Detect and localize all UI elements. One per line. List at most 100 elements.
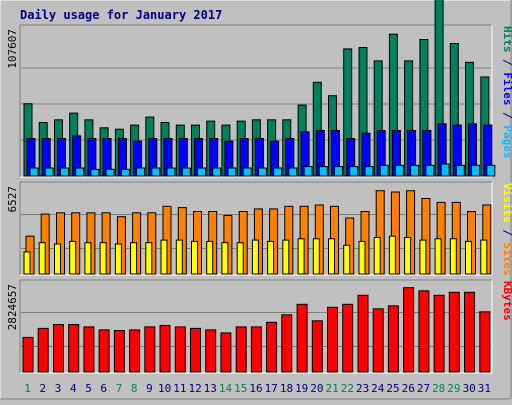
- x-tick-label-day-26: 26: [402, 382, 415, 395]
- bar-pages-day-30: [471, 164, 480, 177]
- bar-sites-day-20: [312, 238, 320, 275]
- series-label-hits: Hits: [501, 26, 512, 53]
- bar-pages-day-27: [425, 164, 435, 177]
- bar-pages-day-4: [75, 167, 85, 177]
- bar-sites-day-3: [54, 243, 61, 275]
- bar-sites-day-28: [434, 238, 442, 275]
- bar-sites-day-13: [206, 240, 214, 275]
- bar-pages-day-8: [136, 167, 146, 177]
- bar-pages-day-17: [273, 167, 283, 177]
- x-tick-label-day-20: 20: [310, 382, 323, 395]
- y-axis-max-label: 2824657: [6, 284, 19, 330]
- bar-pages-day-15: [242, 167, 252, 177]
- bar-sites-day-4: [69, 240, 77, 275]
- x-tick-label-day-25: 25: [386, 382, 399, 395]
- x-tick-label-day-14: 14: [219, 382, 233, 395]
- bar-kbytes-day-5: [83, 326, 95, 373]
- bar-kbytes-day-31: [479, 311, 491, 373]
- bar-kbytes-day-26: [403, 287, 415, 373]
- x-tick-label-day-29: 29: [447, 382, 460, 395]
- bar-sites-day-27: [419, 239, 427, 275]
- x-tick-label-day-17: 17: [265, 382, 278, 395]
- bar-kbytes-day-29: [448, 291, 460, 373]
- bar-sites-day-16: [251, 239, 259, 275]
- bar-sites-day-10: [160, 239, 168, 275]
- bar-pages-day-29: [455, 164, 465, 177]
- y-axis-max-label: 107607: [6, 29, 19, 69]
- x-tick-label-day-28: 28: [432, 382, 445, 395]
- bar-sites-day-8: [130, 242, 138, 275]
- bar-kbytes-day-25: [387, 305, 399, 373]
- bar-sites-day-31: [480, 239, 488, 275]
- bar-kbytes-day-13: [205, 329, 217, 373]
- bar-pages-day-6: [105, 168, 115, 177]
- x-tick-label-day-23: 23: [356, 382, 369, 395]
- chart-panels: 107607 Hits / Files / Pages 6527 Visits / S…: [6, 0, 512, 374]
- bar-pages-day-12: [197, 167, 206, 177]
- x-axis-labels: 1 2 3 4 5 6 7 8 9 10 11 12 13 14 15 16 17 18 19 20 21 22 23 24 2…: [24, 382, 491, 395]
- bar-kbytes-day-7: [113, 330, 125, 373]
- x-tick-label-day-6: 6: [100, 382, 107, 395]
- bar-sites-day-23: [358, 240, 366, 275]
- bar-sites-day-7: [114, 243, 122, 275]
- bar-sites-day-1: [23, 251, 31, 275]
- bar-kbytes-day-22: [342, 303, 354, 373]
- bar-sites-day-9: [145, 242, 153, 275]
- series-label-sites: Sites: [501, 243, 512, 276]
- bar-pages-day-2: [44, 167, 54, 177]
- x-tick-label-day-2: 2: [39, 382, 46, 395]
- bar-sites-day-12: [191, 240, 198, 275]
- x-tick-label-day-30: 30: [463, 382, 476, 395]
- bar-pages-day-16: [257, 167, 267, 177]
- bar-pages-day-21: [334, 166, 343, 177]
- bar-pages-day-31: [486, 164, 496, 177]
- series-label-files: Files: [501, 72, 512, 105]
- bar-sites-day-14: [221, 242, 229, 275]
- bar-pages-day-20: [318, 166, 328, 177]
- x-tick-label-day-3: 3: [55, 382, 62, 395]
- bar-kbytes-day-10: [159, 324, 171, 373]
- bar-kbytes-day-6: [98, 329, 110, 373]
- bar-pages-day-26: [410, 164, 420, 177]
- bar-kbytes-day-16: [250, 326, 262, 373]
- bar-kbytes-day-30: [464, 291, 475, 373]
- series-label-pages: Pages: [501, 125, 512, 158]
- bar-kbytes-day-8: [129, 329, 141, 373]
- bar-sites-day-26: [404, 237, 412, 275]
- y-axis-max-label: 6527: [6, 186, 19, 213]
- x-tick-label-day-22: 22: [341, 382, 354, 395]
- bar-pages-day-22: [349, 166, 359, 177]
- bar-kbytes-day-24: [372, 308, 384, 373]
- x-tick-label-day-18: 18: [280, 382, 293, 395]
- bar-kbytes-day-23: [357, 294, 369, 373]
- panel-kbytes: 2824657 KBytes: [6, 279, 512, 374]
- bar-kbytes-day-28: [433, 294, 445, 373]
- bar-pages-day-18: [288, 167, 298, 177]
- bar-kbytes-day-12: [190, 327, 201, 373]
- bar-kbytes-day-19: [296, 303, 308, 373]
- bar-sites-day-5: [84, 242, 92, 275]
- x-tick-label-day-11: 11: [173, 382, 186, 395]
- bar-pages-day-11: [181, 167, 191, 177]
- series-label-visits: Visits: [501, 183, 512, 223]
- bar-kbytes-day-14: [220, 332, 232, 373]
- x-tick-label-day-24: 24: [371, 382, 385, 395]
- bar-pages-day-13: [212, 167, 222, 177]
- series-sites: [23, 235, 488, 275]
- bar-pages-day-28: [440, 163, 450, 177]
- x-tick-label-day-9: 9: [146, 382, 153, 395]
- bar-pages-day-19: [303, 166, 313, 177]
- bar-kbytes-day-9: [144, 326, 156, 373]
- bar-sites-day-2: [38, 242, 46, 275]
- bar-pages-day-10: [166, 167, 176, 177]
- bar-pages-day-3: [60, 167, 69, 177]
- bar-kbytes-day-20: [311, 320, 323, 373]
- x-tick-label-day-19: 19: [295, 382, 308, 395]
- bar-kbytes-day-15: [235, 326, 247, 373]
- bar-sites-day-22: [343, 244, 351, 275]
- series-pages: [29, 163, 496, 177]
- series-axis-label: Visits / Sites: [501, 183, 512, 276]
- x-tick-label-day-12: 12: [188, 382, 201, 395]
- bar-sites-day-25: [388, 235, 396, 275]
